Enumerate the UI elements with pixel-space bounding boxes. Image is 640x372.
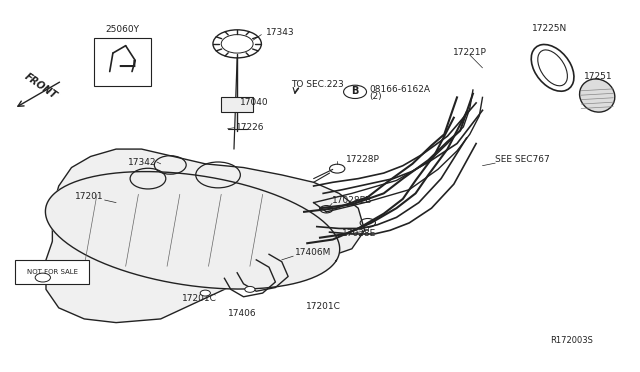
- Text: 17251: 17251: [584, 72, 612, 81]
- Text: 17342: 17342: [129, 157, 157, 167]
- Text: (2): (2): [370, 92, 382, 101]
- Text: 17226: 17226: [236, 123, 264, 132]
- Text: B: B: [351, 86, 358, 96]
- Text: 17028E: 17028E: [342, 229, 376, 238]
- Text: TO SEC.223: TO SEC.223: [291, 80, 344, 89]
- Text: 17201C: 17201C: [182, 294, 216, 303]
- Text: FRONT: FRONT: [23, 71, 59, 101]
- Text: 17040: 17040: [241, 99, 269, 108]
- Text: SEE SEC767: SEE SEC767: [495, 155, 550, 164]
- Text: 17028EB: 17028EB: [332, 196, 372, 205]
- Text: 17221P: 17221P: [452, 48, 486, 57]
- Text: 17201: 17201: [75, 192, 103, 201]
- Text: 17343: 17343: [266, 28, 294, 37]
- PathPatch shape: [46, 149, 365, 323]
- Circle shape: [200, 290, 211, 296]
- Ellipse shape: [580, 79, 615, 112]
- Text: 17225N: 17225N: [532, 24, 567, 33]
- Text: 17228P: 17228P: [346, 155, 380, 164]
- Text: NOT FOR SALE: NOT FOR SALE: [27, 269, 78, 275]
- Bar: [15, 260, 89, 284]
- Text: ⌐: ⌐: [112, 50, 133, 74]
- Text: R172003S: R172003S: [550, 336, 593, 345]
- Polygon shape: [45, 171, 340, 289]
- Text: 17201C: 17201C: [306, 302, 341, 311]
- Text: 25060Y: 25060Y: [106, 25, 140, 33]
- Bar: [94, 38, 151, 86]
- Text: 08166-6162A: 08166-6162A: [370, 85, 431, 94]
- Circle shape: [245, 286, 255, 292]
- Text: 17406M: 17406M: [294, 248, 331, 257]
- Text: 17406: 17406: [228, 309, 257, 318]
- Bar: [221, 97, 253, 112]
